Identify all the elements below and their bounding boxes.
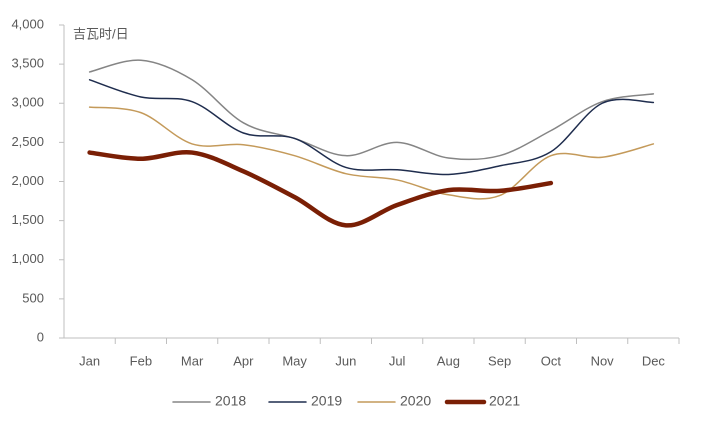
y-tick-label: 2,500 <box>11 134 44 149</box>
x-tick-label: Jan <box>79 353 100 368</box>
y-tick-label: 500 <box>22 290 44 305</box>
y-tick-label: 1,500 <box>11 212 44 227</box>
x-tick-label: Jun <box>335 353 356 368</box>
axis-label: 吉瓦时/日 <box>73 26 129 41</box>
x-tick-label: Mar <box>181 353 204 368</box>
x-tick-label: Jul <box>389 353 406 368</box>
y-tick-label: 3,000 <box>11 95 44 110</box>
x-tick-label: Sep <box>488 353 511 368</box>
x-tick-label: Nov <box>591 353 615 368</box>
x-tick-label: Feb <box>130 353 152 368</box>
line <box>87 149 554 228</box>
y-tick-label: 4,000 <box>11 16 44 31</box>
x-tick-label: Dec <box>642 353 666 368</box>
x-tick-label: Oct <box>541 353 562 368</box>
y-tick-label: 2,000 <box>11 173 44 188</box>
y-tick-label: 3,500 <box>11 56 44 71</box>
x-tick-label: May <box>282 353 307 368</box>
legend-label: 2019 <box>311 393 342 409</box>
y-tick-label: 0 <box>37 329 44 344</box>
line <box>88 106 655 200</box>
legend-label: 2020 <box>400 393 431 409</box>
legend-label: 2018 <box>215 393 246 409</box>
y-tick-label: 1,000 <box>11 251 44 266</box>
line <box>88 79 655 176</box>
legend-label: 2021 <box>489 393 520 409</box>
x-tick-label: Aug <box>437 353 460 368</box>
line <box>88 59 655 161</box>
x-tick-label: Apr <box>233 353 254 368</box>
